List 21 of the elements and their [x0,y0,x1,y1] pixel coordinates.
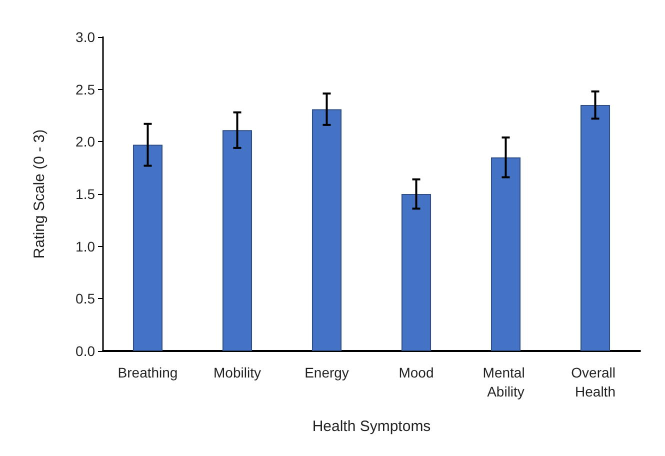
y-tick-label: 3.0 [76,29,96,45]
y-tick-label: 1.5 [76,186,96,202]
y-tick-label: 1.0 [76,238,96,254]
x-tick-label: Breathing [118,364,178,380]
x-tick-label: Mobility [214,364,261,380]
x-tick-label: Mental Ability [482,364,529,400]
bar [132,144,163,351]
x-axis-title: Health Symptoms [312,418,431,435]
y-tick-label: 0.0 [76,343,96,359]
bar [490,157,521,351]
x-tick-label: Energy [304,364,349,380]
bar [222,130,252,351]
bar [401,194,432,351]
y-tick-label: 2.5 [76,81,96,98]
bar [312,109,342,351]
y-axis-title: Rating Scale (0 - 3) [31,129,48,259]
x-tick-label: Mood [398,364,434,380]
y-tick-label: 2.0 [76,134,96,150]
y-tick-label: 0.5 [76,290,96,307]
x-tick-label: Overall Health [571,364,620,400]
bar [580,105,610,351]
